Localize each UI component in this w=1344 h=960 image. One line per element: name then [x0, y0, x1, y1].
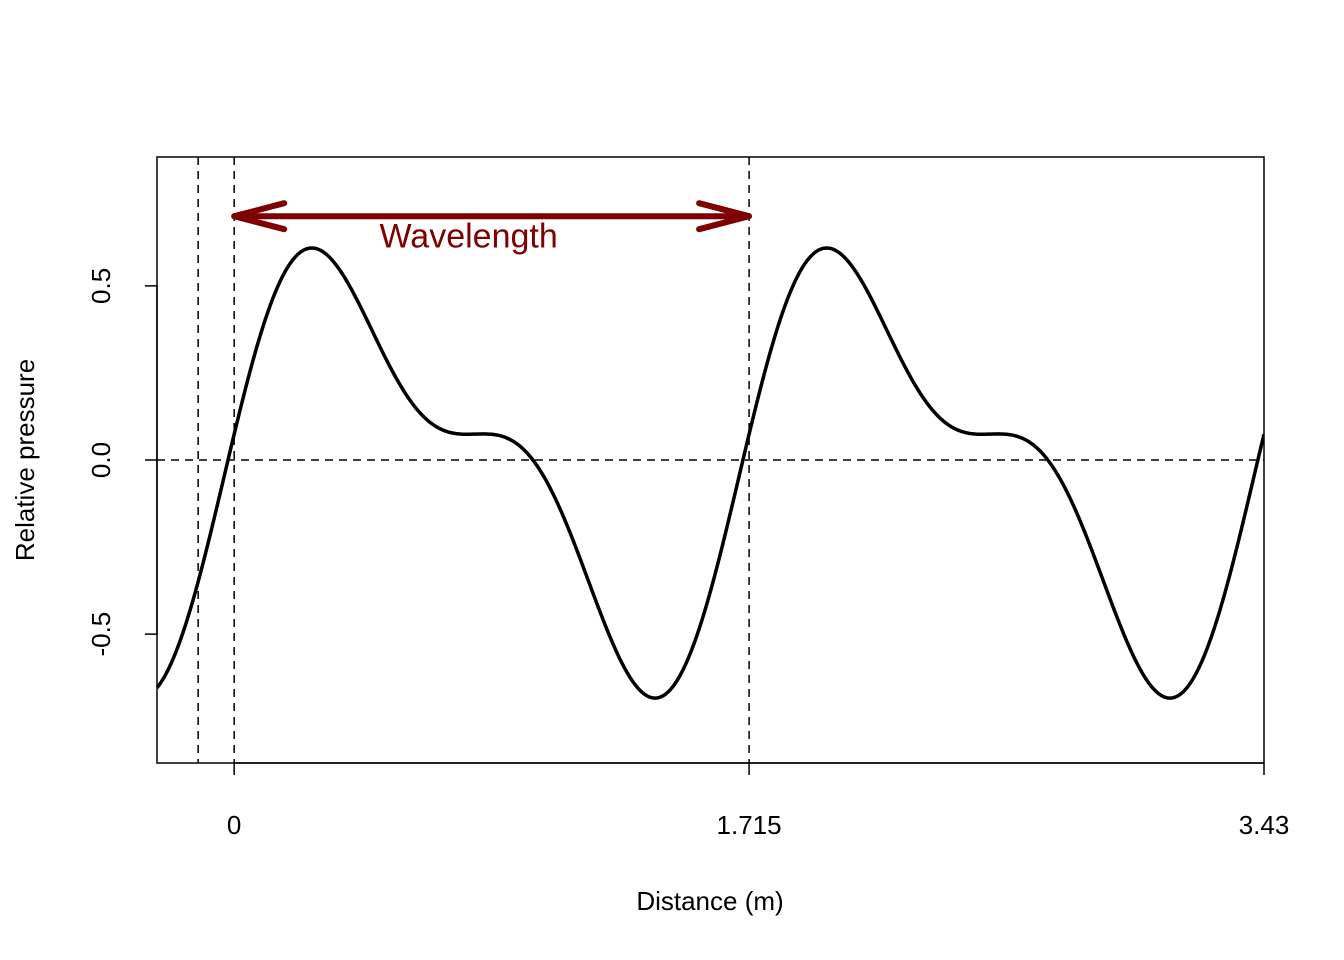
x-axis-label: Distance (m): [636, 886, 783, 916]
wavelength-arrow-right-head: [696, 200, 753, 233]
pressure-curve: [157, 246, 1264, 700]
y-axis-label: Relative pressure: [10, 359, 40, 561]
wavelength-label: Wavelength: [379, 218, 557, 256]
y-tick-label: -0.5: [86, 612, 116, 657]
y-tick-label: 0.5: [86, 268, 116, 304]
wavelength-arrow-left-head: [231, 200, 288, 233]
x-tick-label: 3.43: [1239, 810, 1290, 840]
x-tick-label: 1.715: [717, 810, 782, 840]
y-tick-label: 0.0: [86, 442, 116, 478]
x-tick-label: 0: [227, 810, 241, 840]
